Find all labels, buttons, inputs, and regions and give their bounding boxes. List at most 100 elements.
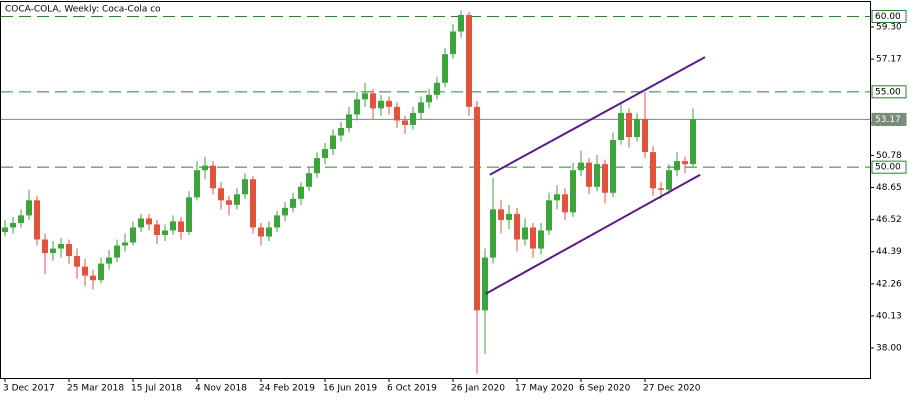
candle-body <box>586 162 592 187</box>
candle-body <box>290 198 296 208</box>
candle-body <box>426 94 432 103</box>
candle-body <box>2 227 8 232</box>
y-tick-label: 38.00 <box>876 344 902 354</box>
candle-body <box>194 170 200 198</box>
candle-body <box>362 93 368 100</box>
candle-body <box>82 266 88 276</box>
level-label-box <box>871 160 907 174</box>
x-tick-label: 25 Mar 2018 <box>67 384 124 394</box>
candle-body <box>466 14 472 107</box>
y-tick-label: 48.65 <box>876 183 902 193</box>
candle-body <box>554 194 560 201</box>
candle-body <box>138 218 144 228</box>
candle-body <box>658 188 664 190</box>
candle-body <box>498 209 504 220</box>
y-tick-label: 50.78 <box>876 151 902 161</box>
candle-body <box>322 149 328 159</box>
candle-body <box>594 164 600 187</box>
candle-body <box>458 14 464 32</box>
level-label-box <box>871 85 907 99</box>
candle-body <box>306 173 312 187</box>
x-tick-label: 4 Nov 2018 <box>195 384 247 394</box>
candle-body <box>674 161 680 171</box>
y-tick-label: 42.26 <box>876 279 902 289</box>
y-tick-label: 59.30 <box>876 23 902 33</box>
trendline <box>485 173 701 295</box>
x-tick-label: 17 May 2020 <box>515 384 574 394</box>
candle-body <box>562 194 568 213</box>
candle-body <box>242 179 248 195</box>
candle-body <box>106 257 112 264</box>
candle-body <box>410 112 416 125</box>
candle-body <box>514 213 520 240</box>
candle-body <box>250 179 256 228</box>
candle-body <box>258 227 264 237</box>
candle-body <box>434 82 440 95</box>
candle-body <box>186 197 192 232</box>
candle-body <box>578 162 584 171</box>
candle-body <box>202 165 208 171</box>
candle-body <box>522 227 528 240</box>
candle-body <box>34 200 40 240</box>
candle-body <box>234 194 240 205</box>
x-tick-label: 16 Jun 2019 <box>323 384 377 394</box>
candle-body <box>74 256 80 267</box>
candle-body <box>378 100 384 109</box>
y-tick-label: 40.13 <box>876 311 902 321</box>
candle-body <box>482 257 488 311</box>
y-tick-label: 44.39 <box>876 247 902 257</box>
candle-body <box>642 118 648 153</box>
candle-body <box>266 227 272 237</box>
level-label: 60.00 <box>875 12 901 22</box>
y-tick-label: 57.17 <box>876 55 902 65</box>
candle-body <box>122 242 128 246</box>
x-tick-label: 26 Jan 2020 <box>451 384 505 394</box>
candle-body <box>418 102 424 113</box>
candle-body <box>650 152 656 189</box>
level-label: 55.00 <box>875 87 901 97</box>
candle-body <box>506 213 512 220</box>
candle-body <box>690 119 696 165</box>
candle-body <box>530 227 536 249</box>
candle-body <box>370 93 376 109</box>
candle-body <box>570 170 576 213</box>
trendline <box>489 56 706 176</box>
candle-body <box>274 215 280 228</box>
candle-body <box>442 54 448 83</box>
x-tick-label: 6 Oct 2019 <box>387 384 437 394</box>
candle-body <box>546 200 552 231</box>
candle-body <box>26 200 32 216</box>
candle-body <box>394 106 400 121</box>
candle-body <box>154 224 160 235</box>
candle-body <box>330 135 336 150</box>
candle-body <box>58 244 64 249</box>
candle-body <box>18 215 24 223</box>
candle-body <box>178 221 184 232</box>
candle-body <box>682 161 688 165</box>
candle-body <box>314 158 320 174</box>
candle-body <box>226 200 232 205</box>
candle-body <box>338 127 344 136</box>
candle-body <box>474 106 480 311</box>
candle-body <box>114 245 120 258</box>
candle-body <box>162 230 168 235</box>
candle-body <box>386 100 392 107</box>
candle-body <box>538 230 544 249</box>
level-label: 50.00 <box>875 163 901 173</box>
y-tick-label: 46.52 <box>876 215 902 225</box>
candle-body <box>218 188 224 201</box>
candle-body <box>610 140 616 193</box>
candle-body <box>626 112 632 138</box>
candle-body <box>450 31 456 55</box>
x-tick-label: 3 Dec 2017 <box>3 384 55 394</box>
candle-body <box>602 164 608 193</box>
plot-frame <box>0 1 871 379</box>
candle-body <box>98 263 104 281</box>
candle-body <box>10 222 16 228</box>
candle-body <box>666 170 672 190</box>
level-label: 53.17 <box>875 115 901 125</box>
x-tick-label: 27 Dec 2020 <box>643 384 701 394</box>
candle-body <box>402 120 408 125</box>
candle-body <box>354 99 360 115</box>
